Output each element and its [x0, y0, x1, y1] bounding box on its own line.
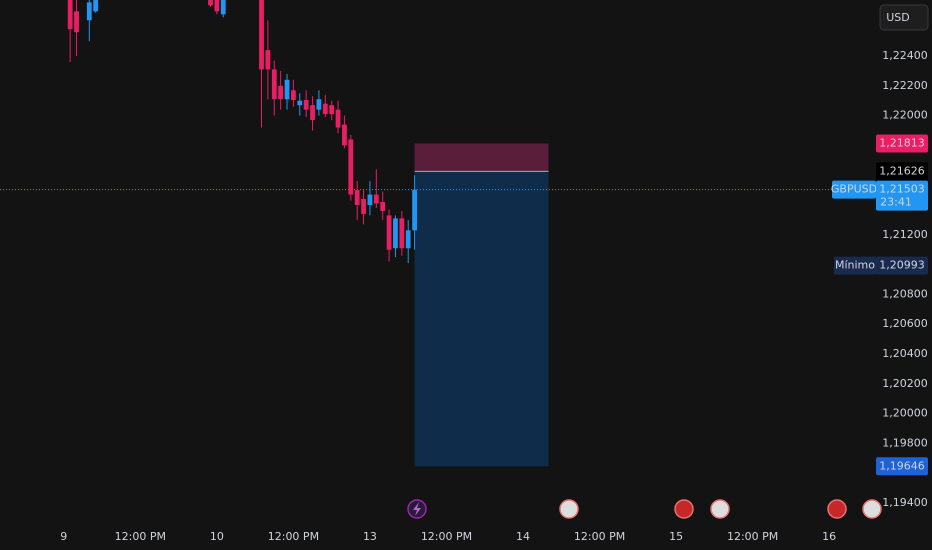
candle-body [278, 85, 284, 100]
y-tick-label: 1,20600 [882, 317, 928, 330]
current-price-bg [876, 180, 928, 211]
x-tick-label: 12:00 PM [268, 530, 319, 543]
candle-body [354, 190, 360, 205]
event-icon[interactable] [710, 499, 730, 519]
current-price-label: 1,21503 [879, 183, 925, 196]
y-tick-label: 1,20400 [882, 347, 928, 360]
currency-button[interactable] [879, 4, 929, 31]
event-icon[interactable] [827, 499, 847, 519]
symbol: GBPUSD [831, 183, 877, 196]
target-label: 1,19646 [879, 459, 925, 472]
x-tick-label: 12:00 PM [574, 530, 625, 543]
low-label: 1,20993 [879, 259, 925, 272]
candle-body [220, 0, 226, 15]
candle-body [265, 50, 271, 70]
candle-body [74, 11, 79, 33]
candle-body [259, 0, 264, 70]
y-tick-label: 1,22000 [882, 109, 928, 122]
candle-body [329, 105, 335, 115]
x-tick-label: 16 [822, 530, 836, 543]
y-tick-label: 1,20800 [882, 287, 928, 300]
x-tick-label: 12:00 PM [421, 530, 472, 543]
stop-label-bg [876, 134, 928, 153]
y-tick-label: 1,19800 [882, 436, 928, 449]
candle-body [291, 90, 296, 100]
candle-body [405, 230, 411, 249]
candle-body [284, 79, 290, 100]
candle-body [316, 99, 322, 110]
event-icon[interactable] [559, 499, 579, 519]
candle-body [348, 139, 354, 195]
candle-body [214, 0, 220, 12]
low-name: Mínimo [835, 259, 875, 272]
candle-body [271, 69, 277, 100]
countdown: 23:41 [880, 196, 912, 209]
candle-body [393, 218, 398, 249]
candle-body [335, 109, 341, 128]
y-tick-label: 1,20000 [882, 407, 928, 420]
currency: USD [886, 11, 910, 24]
y-tick-label: 1,21200 [882, 228, 928, 241]
candle-body [367, 194, 373, 205]
candle-body [86, 2, 92, 21]
x-tick-label: 12:00 PM [727, 530, 778, 543]
plot-area [0, 0, 870, 467]
target-zone [414, 171, 549, 467]
y-tick-label: 1,19400 [882, 496, 928, 509]
candle-body [322, 103, 328, 115]
candle-body [208, 0, 213, 6]
axes: 1,22400 1,22200 1,22000 1,21200 1,20800 1,206… [60, 49, 928, 543]
stop-label: 1,21813 [879, 136, 925, 149]
candle-body [297, 100, 303, 106]
candle-body [386, 215, 392, 250]
x-tick-label: 9 [60, 530, 67, 543]
candle-body [67, 0, 73, 30]
candle-body [399, 218, 405, 249]
entry-label-bg [876, 162, 928, 181]
x-tick-label: 13 [363, 530, 377, 543]
low-name-bg [834, 256, 876, 275]
event-icon-bolt [413, 502, 421, 516]
candle-body [303, 99, 309, 110]
candle-body [342, 124, 347, 146]
y-tick-label: 1,20200 [882, 377, 928, 390]
y-tick-label: 1,22400 [882, 49, 928, 62]
event-icon[interactable] [674, 499, 694, 519]
x-tick-label: 15 [669, 530, 683, 543]
x-tick-label: 10 [210, 530, 224, 543]
candle-body [93, 0, 99, 12]
x-tick-label: 12:00 PM [115, 530, 166, 543]
candle-body [310, 105, 315, 121]
event-icon[interactable] [862, 499, 882, 519]
y-tick-label: 1,22200 [882, 79, 928, 92]
entry-label: 1,21626 [879, 164, 925, 177]
stop-zone [414, 143, 549, 172]
candle-body [380, 202, 386, 211]
low-label-bg [876, 256, 928, 275]
event-icons [407, 499, 882, 519]
symbol-bg [832, 180, 876, 199]
candle-body [373, 194, 379, 204]
candle-body [412, 189, 417, 231]
target-label-bg [876, 457, 928, 476]
x-tick-label: 14 [516, 530, 530, 543]
candle-body [361, 199, 366, 214]
